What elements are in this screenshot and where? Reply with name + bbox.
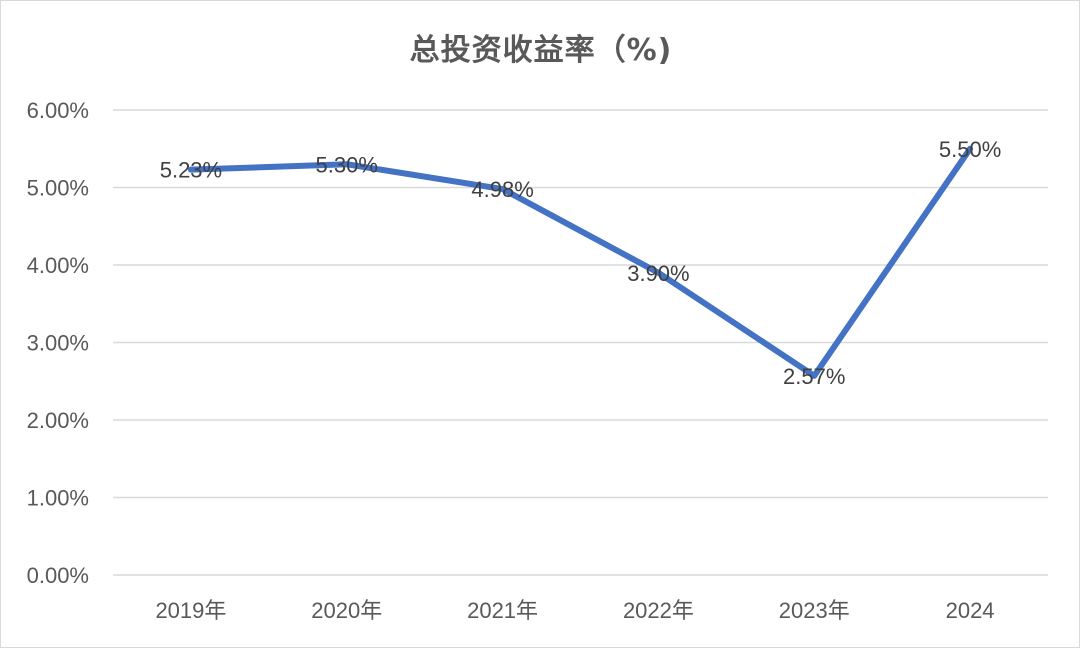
x-tick-label: 2024 [946,598,995,623]
x-tick-label: 2019年 [155,598,226,623]
series-line [187,145,974,379]
x-tick-label: 2023年 [779,598,850,623]
y-tick-label: 0.00% [27,563,89,588]
data-label: 4.98% [471,177,533,202]
x-axis-ticks: 2019年 2020年 2021年 2022年 2023年 2024 [155,598,994,623]
y-tick-label: 2.00% [27,408,89,433]
data-label: 3.90% [627,261,689,286]
data-labels: 5.23% 5.30% 4.98% 3.90% 2.57% 5.50% [160,137,1002,389]
chart-title: 总投资收益率（%) [409,33,673,68]
x-tick-label: 2021年 [467,598,538,623]
data-label: 5.30% [316,152,378,177]
data-label: 5.23% [160,158,222,183]
y-tick-label: 4.00% [27,253,89,278]
y-axis-ticks: 0.00% 1.00% 2.00% 3.00% 4.00% 5.00% 6.00% [27,98,89,588]
y-tick-label: 5.00% [27,176,89,201]
y-tick-label: 6.00% [27,98,89,123]
series-lines [187,145,974,379]
gridlines [113,109,1048,576]
x-tick-label: 2020年 [311,598,382,623]
data-label: 2.57% [783,364,845,389]
y-tick-label: 1.00% [27,486,89,511]
data-label: 5.50% [939,137,1001,162]
y-tick-label: 3.00% [27,331,89,356]
x-tick-label: 2022年 [623,598,694,623]
